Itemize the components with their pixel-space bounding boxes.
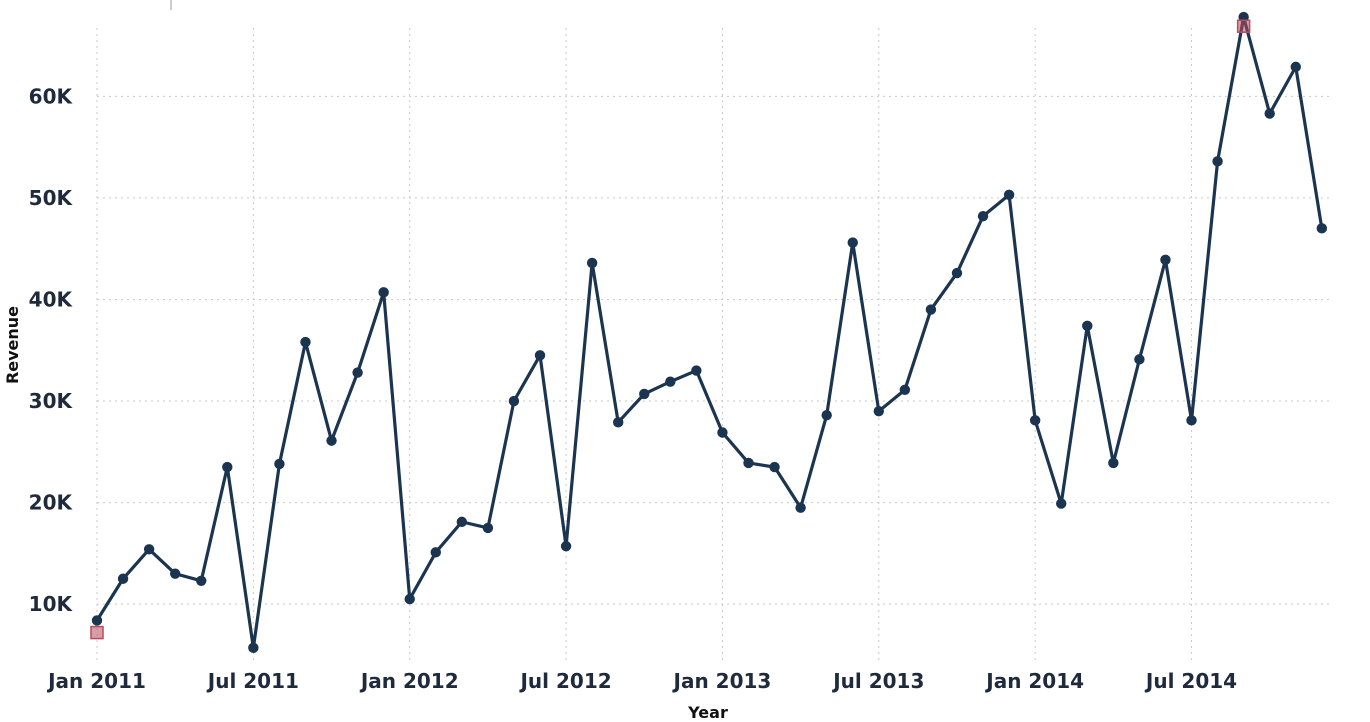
data-point[interactable] (560, 541, 572, 552)
x-axis-title: Year (687, 703, 728, 722)
data-point[interactable] (117, 573, 129, 584)
data-point[interactable] (274, 458, 285, 470)
data-point[interactable] (508, 395, 520, 407)
x-tick-label: Jan 2011 (46, 669, 146, 693)
data-point[interactable] (1264, 108, 1275, 119)
highlight-marker (90, 625, 104, 640)
x-axis-ticks: Jan 2011 Jul 2011 Jan 2012 Jul 2012 Jan 2013… (46, 669, 1237, 693)
x-tick-label: Jan 2014 (984, 669, 1084, 693)
gridlines (96, 28, 1330, 660)
data-point[interactable] (769, 461, 780, 473)
data-point[interactable] (1108, 457, 1119, 469)
data-point[interactable] (1003, 189, 1015, 201)
data-point[interactable] (717, 427, 728, 438)
y-tick-label: 30K (29, 389, 74, 413)
data-point[interactable] (482, 522, 494, 534)
data-point[interactable] (352, 367, 363, 378)
x-tick-label: Jul 2013 (831, 669, 924, 693)
highlight-markers (90, 19, 1251, 640)
data-point[interactable] (430, 547, 441, 558)
data-point[interactable] (91, 615, 103, 626)
data-point[interactable] (534, 350, 546, 361)
series-revenue (91, 11, 1328, 654)
y-tick-label: 10K (29, 592, 74, 616)
y-tick-label: 60K (29, 84, 74, 108)
y-tick-label: 40K (29, 287, 74, 311)
data-point[interactable] (665, 376, 676, 387)
x-tick-label: Jul 2014 (1144, 669, 1237, 693)
y-tick-label: 50K (29, 186, 74, 210)
data-point[interactable] (1029, 415, 1041, 426)
data-point[interactable] (977, 210, 989, 222)
data-point[interactable] (222, 461, 233, 473)
data-point[interactable] (586, 257, 598, 269)
data-point[interactable] (925, 304, 937, 315)
data-point[interactable] (196, 575, 207, 586)
data-point[interactable] (1160, 254, 1171, 266)
data-point[interactable] (743, 457, 754, 469)
data-point[interactable] (899, 384, 911, 396)
data-point[interactable] (456, 516, 468, 528)
data-point[interactable] (1134, 354, 1145, 365)
y-axis-ticks: 10K 20K 30K 40K 50K 60K (29, 84, 74, 616)
data-point[interactable] (1316, 223, 1328, 234)
x-tick-label: Jul 2011 (206, 669, 299, 693)
data-point[interactable] (169, 568, 181, 579)
data-point[interactable] (326, 435, 337, 446)
data-point[interactable] (613, 417, 624, 428)
data-point[interactable] (847, 237, 858, 248)
data-point[interactable] (248, 642, 259, 654)
data-point[interactable] (691, 365, 702, 376)
x-tick-label: Jan 2013 (672, 669, 772, 693)
data-point[interactable] (300, 336, 311, 348)
data-point[interactable] (951, 267, 963, 279)
data-point[interactable] (404, 593, 415, 605)
data-point[interactable] (821, 410, 832, 421)
data-point[interactable] (795, 502, 806, 513)
y-tick-label: 20K (29, 491, 74, 515)
x-tick-label: Jan 2012 (359, 669, 459, 693)
highlight-marker (1236, 19, 1251, 33)
x-tick-label: Jul 2012 (518, 669, 611, 693)
data-point[interactable] (1212, 156, 1223, 167)
data-point[interactable] (1056, 498, 1067, 509)
series-line (95, 15, 1324, 650)
data-point[interactable] (1082, 320, 1093, 332)
data-point[interactable] (143, 544, 155, 555)
data-point[interactable] (1290, 61, 1301, 73)
data-point[interactable] (1186, 415, 1197, 426)
y-axis-title: Revenue (3, 306, 22, 384)
data-point[interactable] (639, 388, 650, 400)
data-point[interactable] (873, 405, 884, 417)
data-point[interactable] (378, 287, 389, 298)
